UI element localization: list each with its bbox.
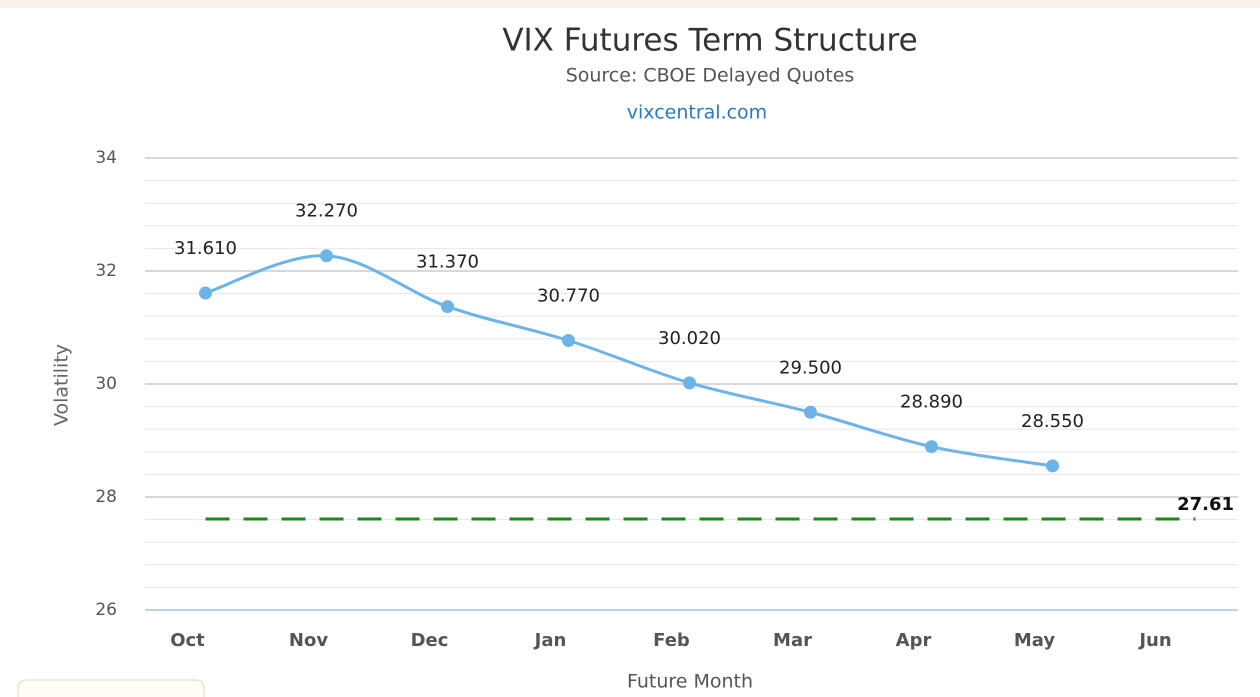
y-tick-label: 26 <box>95 600 117 620</box>
y-tick-label: 28 <box>95 487 117 507</box>
data-point <box>441 300 454 314</box>
x-tick-label: Mar <box>773 630 812 651</box>
data-point <box>320 249 333 263</box>
data-point <box>804 405 817 419</box>
data-point <box>199 286 212 300</box>
x-tick-label: Nov <box>289 630 328 651</box>
x-tick-label: Apr <box>896 630 932 651</box>
data-label: 29.500 <box>779 357 842 378</box>
data-label: 30.770 <box>537 285 600 306</box>
credit-link[interactable]: vixcentral.com <box>627 102 767 124</box>
panel-corner <box>17 679 205 697</box>
data-label: 28.550 <box>1021 411 1084 432</box>
data-label: 28.890 <box>900 392 963 413</box>
y-tick-label: 32 <box>95 261 117 281</box>
y-tick-label: 34 <box>95 148 117 168</box>
data-point <box>925 440 938 454</box>
series-line <box>205 254 1053 468</box>
data-label: 32.270 <box>295 201 358 222</box>
x-tick-label: Oct <box>170 630 205 651</box>
x-tick-label: Dec <box>411 630 449 651</box>
x-tick-label: May <box>1014 630 1056 651</box>
data-label: 31.370 <box>416 252 479 273</box>
y-axis-label: Volatility <box>51 344 73 426</box>
reference-label: 27.61 <box>1177 494 1234 515</box>
x-tick-label: Feb <box>653 630 690 651</box>
data-label: 31.610 <box>174 238 237 259</box>
top-strip <box>0 0 1260 8</box>
chart-title: VIX Futures Term Structure <box>502 23 917 59</box>
data-point <box>683 376 696 390</box>
data-label: 30.020 <box>658 328 721 349</box>
y-tick-label: 30 <box>95 374 117 394</box>
x-tick-label: Jan <box>533 630 567 651</box>
data-point <box>1046 459 1059 473</box>
chart-subtitle: Source: CBOE Delayed Quotes <box>566 65 855 87</box>
data-point <box>562 333 575 347</box>
x-axis-label: Future Month <box>627 671 753 693</box>
x-tick-label: Jun <box>1137 630 1171 651</box>
